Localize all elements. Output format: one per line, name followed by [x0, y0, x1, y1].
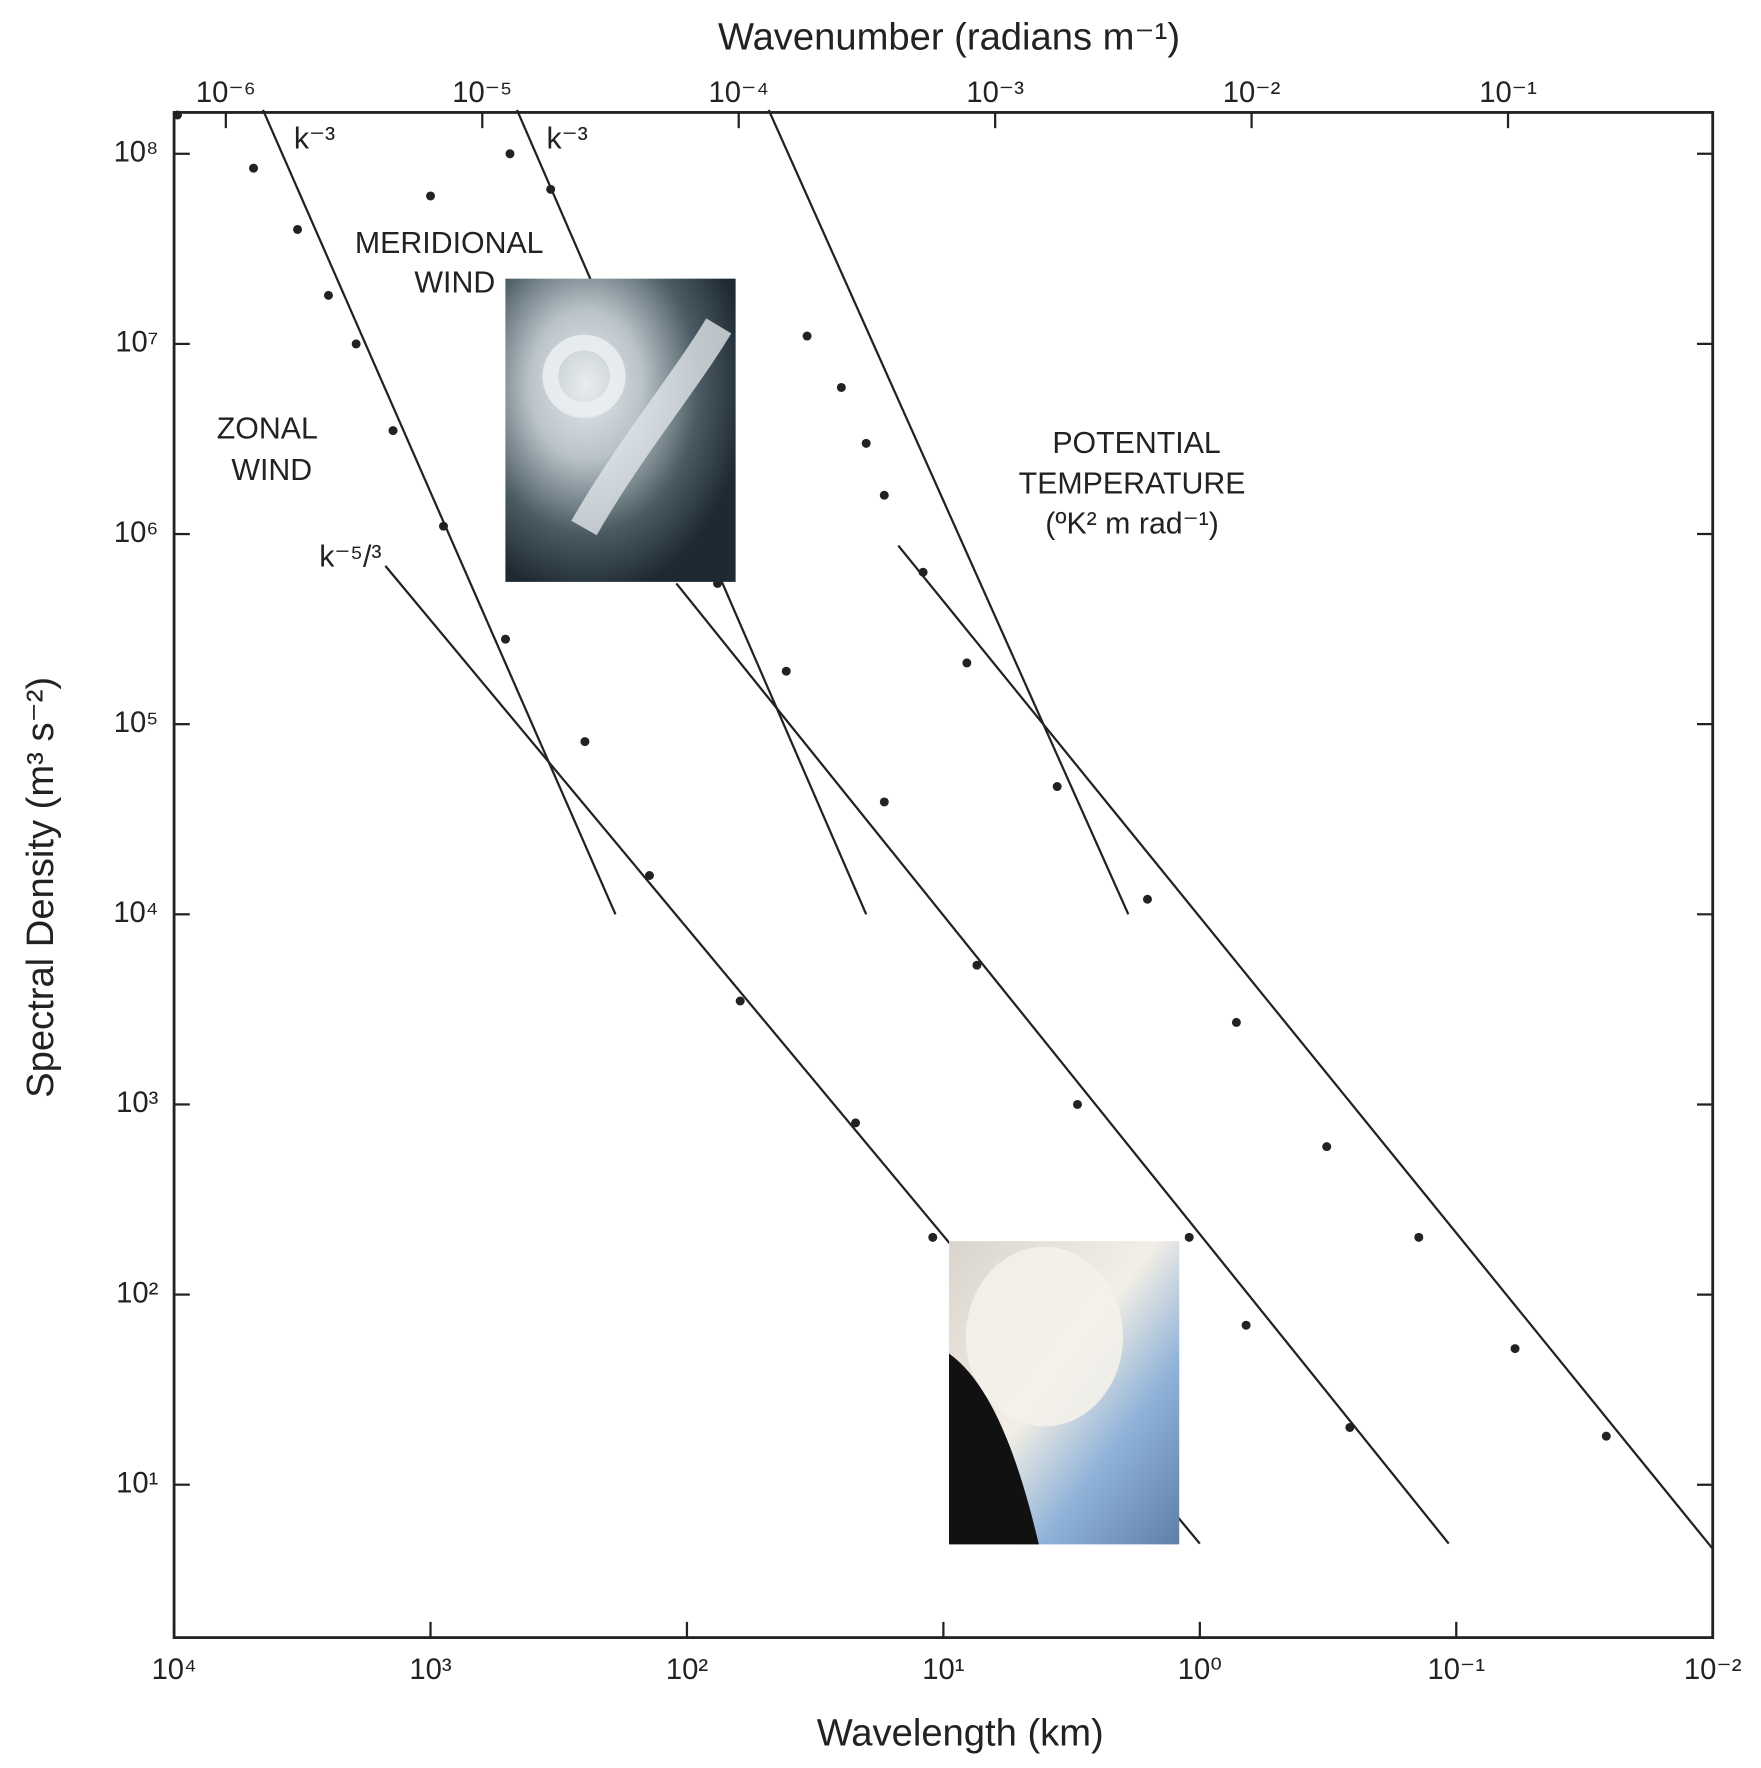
- data-point: [323, 290, 333, 300]
- x2-tick-label: 10⁻⁴: [709, 77, 769, 109]
- x-tick-label: 10¹: [922, 1654, 964, 1686]
- x2-tick-label: 10⁻¹: [1479, 77, 1537, 109]
- x-tick-label: 10⁰: [1178, 1654, 1222, 1686]
- annotation: WIND: [231, 454, 312, 487]
- satellite-photo: [505, 278, 736, 582]
- x-tick-label: 10⁻¹: [1427, 1654, 1485, 1686]
- data-point: [388, 426, 398, 436]
- fit-line: [897, 544, 1714, 1550]
- data-point: [1241, 1320, 1251, 1330]
- annotation: k⁻⁵/³: [319, 540, 381, 573]
- x-tick-label: 10⁻²: [1684, 1654, 1742, 1686]
- annotation: MERIDIONAL: [355, 227, 544, 260]
- y-tick-label: 10⁶: [114, 517, 158, 549]
- y-tick-label: 10¹: [116, 1467, 158, 1499]
- data-point: [501, 634, 510, 644]
- data-point: [879, 797, 889, 807]
- fit-line: [261, 109, 617, 915]
- data-point: [802, 331, 812, 341]
- data-point: [1142, 894, 1152, 904]
- x2-tick-label: 10⁻⁵: [452, 77, 512, 109]
- annotation: POTENTIAL: [1052, 427, 1220, 460]
- data-point: [1345, 1422, 1355, 1432]
- x-axis-title: Wavelength (km): [817, 1711, 1104, 1754]
- data-point: [962, 658, 972, 668]
- x-tick-label: 10³: [409, 1654, 451, 1686]
- x-tick-label: 10²: [666, 1654, 708, 1686]
- data-point: [426, 191, 436, 201]
- data-point: [249, 163, 259, 173]
- data-point: [505, 149, 515, 159]
- data-point: [851, 1118, 861, 1128]
- data-point: [918, 567, 928, 577]
- x-tick-label: 10⁴: [152, 1654, 197, 1686]
- data-point: [972, 960, 982, 970]
- cloud-photo: [949, 1241, 1180, 1545]
- y-tick-label: 10²: [116, 1277, 158, 1309]
- data-point: [735, 996, 745, 1006]
- y-axis-title: Spectral Density (m³ s⁻²): [19, 677, 62, 1098]
- x2-tick-label: 10⁻²: [1223, 77, 1281, 109]
- annotation: k⁻³: [294, 123, 335, 156]
- data-point: [580, 737, 590, 747]
- fit-line: [767, 109, 1130, 915]
- annotation: ZONAL: [217, 412, 318, 445]
- data-point: [1510, 1344, 1520, 1354]
- fit-line: [675, 582, 1450, 1545]
- annotation: k⁻³: [547, 123, 588, 156]
- data-point: [1601, 1431, 1611, 1441]
- y-tick-label: 10⁸: [114, 137, 159, 169]
- data-point: [1052, 782, 1062, 792]
- data-point: [1322, 1142, 1332, 1152]
- data-point: [781, 666, 791, 676]
- data-point: [836, 382, 846, 392]
- data-point: [172, 110, 182, 120]
- annotation: TEMPERATURE: [1019, 467, 1246, 500]
- top-axis-title: Wavenumber (radians m⁻¹): [718, 16, 1180, 59]
- data-point: [928, 1232, 938, 1242]
- data-point: [1231, 1017, 1241, 1027]
- data-point: [1072, 1099, 1082, 1109]
- y-tick-label: 10⁴: [113, 897, 158, 929]
- y-tick-label: 10⁷: [115, 327, 158, 359]
- plot-frame: [172, 111, 1715, 1639]
- data-point: [439, 521, 448, 531]
- y-tick-label: 10³: [116, 1087, 158, 1119]
- data-point: [351, 339, 361, 349]
- data-point: [861, 438, 871, 448]
- x2-tick-label: 10⁻⁶: [196, 77, 256, 109]
- x2-tick-label: 10⁻³: [966, 77, 1024, 109]
- annotation: WIND: [414, 266, 495, 299]
- y-tick-label: 10⁵: [114, 707, 159, 739]
- data-point: [293, 224, 303, 234]
- annotation: (ºK² m rad⁻¹): [1045, 508, 1219, 541]
- data-point: [644, 871, 654, 880]
- data-point: [1184, 1232, 1194, 1242]
- data-point: [879, 490, 889, 500]
- data-point: [1414, 1232, 1424, 1242]
- data-point: [546, 184, 556, 194]
